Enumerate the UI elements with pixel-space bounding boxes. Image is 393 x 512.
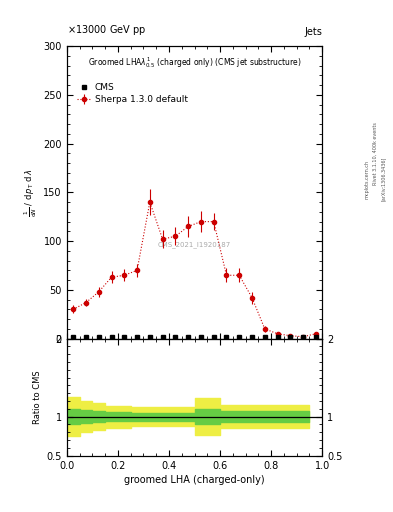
CMS	[263, 334, 267, 340]
CMS	[96, 334, 101, 340]
CMS	[237, 334, 242, 340]
Y-axis label: $\frac{1}{\mathrm{d}N}$ / $\mathrm{d}\,p_{\mathrm{T}}$ $\mathrm{d}\,\lambda$: $\frac{1}{\mathrm{d}N}$ / $\mathrm{d}\,p…	[23, 168, 39, 217]
Text: Jets: Jets	[305, 27, 322, 37]
CMS	[288, 334, 293, 340]
Text: Groomed LHA$\lambda^{1}_{0.5}$ (charged only) (CMS jet substructure): Groomed LHA$\lambda^{1}_{0.5}$ (charged …	[88, 55, 301, 70]
Text: [arXiv:1306.3436]: [arXiv:1306.3436]	[381, 157, 386, 201]
CMS	[301, 334, 305, 340]
CMS	[198, 334, 203, 340]
Text: $\times$13000 GeV pp: $\times$13000 GeV pp	[67, 23, 146, 37]
CMS	[211, 334, 216, 340]
CMS	[71, 334, 75, 340]
X-axis label: groomed LHA (charged-only): groomed LHA (charged-only)	[124, 475, 265, 485]
CMS	[250, 334, 254, 340]
Text: mcplots.cern.ch: mcplots.cern.ch	[365, 160, 370, 199]
CMS	[314, 334, 318, 340]
CMS	[173, 334, 178, 340]
CMS	[186, 334, 191, 340]
Text: Rivet 3.1.10, 400k events: Rivet 3.1.10, 400k events	[373, 122, 378, 185]
CMS	[84, 334, 88, 340]
CMS	[224, 334, 229, 340]
CMS	[109, 334, 114, 340]
CMS	[135, 334, 140, 340]
CMS	[160, 334, 165, 340]
Legend: CMS, Sherpa 1.3.0 default: CMS, Sherpa 1.3.0 default	[74, 80, 191, 108]
CMS	[275, 334, 280, 340]
CMS	[122, 334, 127, 340]
Y-axis label: Ratio to CMS: Ratio to CMS	[33, 370, 42, 424]
CMS	[147, 334, 152, 340]
Line: CMS: CMS	[71, 334, 318, 339]
Text: CMS_2021_I1920187: CMS_2021_I1920187	[158, 242, 231, 248]
